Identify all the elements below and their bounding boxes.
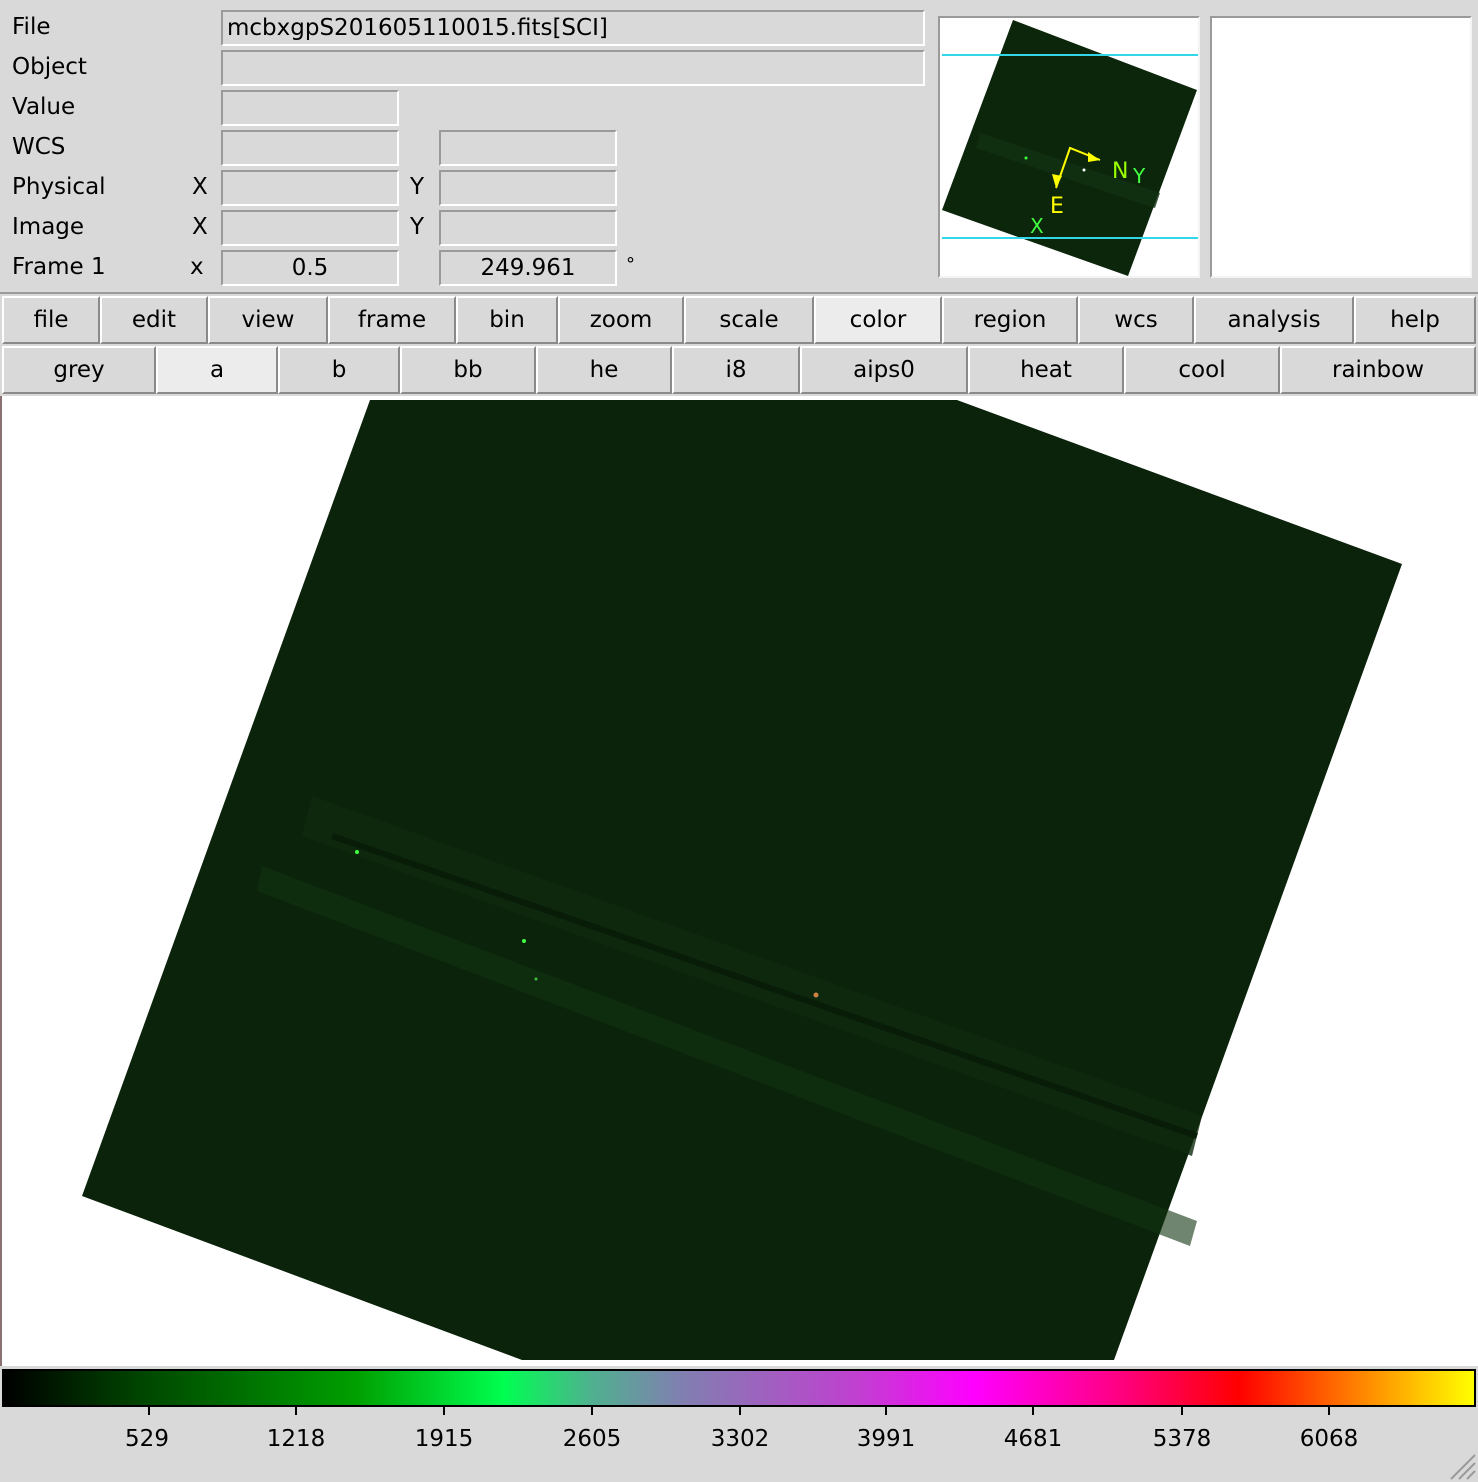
physical-label: Physical xyxy=(12,174,106,200)
physical-y-label: Y xyxy=(410,174,425,200)
physical-y-field xyxy=(439,170,617,206)
colormap-bar: grey a b bb he i8 aips0 heat cool rainbo… xyxy=(0,346,1478,394)
menu-help[interactable]: help xyxy=(1354,296,1476,344)
menu-frame[interactable]: frame xyxy=(328,296,456,344)
image-band xyxy=(302,796,1202,1156)
panner[interactable]: N E Y X xyxy=(938,16,1200,278)
file-name-field: mcbxgpS201605110015.fits[SCI] xyxy=(221,10,925,46)
colorbar-tick-label: 1915 xyxy=(414,1426,474,1452)
wcs-field-2 xyxy=(439,130,617,166)
physical-x-field xyxy=(221,170,399,206)
file-label: File xyxy=(12,14,51,40)
frame-angle-unit: ° xyxy=(626,254,635,275)
physical-x-label: X xyxy=(192,174,208,200)
menu-edit[interactable]: edit xyxy=(100,296,208,344)
value-label: Value xyxy=(12,94,76,120)
wcs-label: WCS xyxy=(12,134,66,160)
wcs-field-1 xyxy=(221,130,399,166)
colormap-aips0[interactable]: aips0 xyxy=(800,346,968,394)
compass-e-label: E xyxy=(1050,194,1064,219)
frame-label: Frame 1 xyxy=(12,254,106,280)
colorbar-tick-label: 4681 xyxy=(1003,1426,1063,1452)
frame-zoom-field: 0.5 xyxy=(221,250,399,286)
separator xyxy=(0,292,1478,294)
colormap-grey[interactable]: grey xyxy=(2,346,156,394)
menu-color[interactable]: color xyxy=(814,296,942,344)
value-field xyxy=(221,90,399,126)
colorbar-tick-label: 1218 xyxy=(266,1426,326,1452)
menu-wcs[interactable]: wcs xyxy=(1078,296,1194,344)
object-label: Object xyxy=(12,54,87,80)
object-field xyxy=(221,50,925,86)
frame-x-label: x xyxy=(190,254,204,280)
image-x-field xyxy=(221,210,399,246)
star-source-4 xyxy=(813,992,819,998)
colormap-rainbow[interactable]: rainbow xyxy=(1280,346,1476,394)
axis-y-label: Y xyxy=(1132,164,1146,188)
compass-icon xyxy=(1052,146,1101,189)
image-label: Image xyxy=(12,214,85,240)
image-y-field xyxy=(439,210,617,246)
star-source-3 xyxy=(534,977,538,981)
colorbar[interactable] xyxy=(2,1369,1476,1407)
panner-view[interactable]: N E Y X xyxy=(940,18,1198,276)
axis-x-label: X xyxy=(1030,214,1044,238)
colorbar-tick-label: 3302 xyxy=(710,1426,770,1452)
resize-grip-icon[interactable] xyxy=(1448,1452,1476,1480)
star-source-2 xyxy=(522,939,526,943)
image-data-region xyxy=(82,400,1402,1360)
frame-angle-field: 249.961 xyxy=(439,250,617,286)
image-frame[interactable] xyxy=(0,396,1478,1366)
fits-image[interactable] xyxy=(2,396,1478,1366)
colormap-i8[interactable]: i8 xyxy=(672,346,800,394)
image-x-label: X xyxy=(192,214,208,240)
colormap-heat[interactable]: heat xyxy=(968,346,1124,394)
menu-bar: file edit view frame bin zoom scale colo… xyxy=(0,296,1478,344)
menu-analysis[interactable]: analysis xyxy=(1194,296,1354,344)
menu-view[interactable]: view xyxy=(208,296,328,344)
star-source-1 xyxy=(355,850,359,854)
colormap-he[interactable]: he xyxy=(536,346,672,394)
menu-region[interactable]: region xyxy=(942,296,1078,344)
colorbar-tick-label: 5378 xyxy=(1152,1426,1212,1452)
colorbar-tick-label: 6068 xyxy=(1299,1426,1359,1452)
colormap-b[interactable]: b xyxy=(278,346,400,394)
menu-bin[interactable]: bin xyxy=(456,296,558,344)
magnifier xyxy=(1210,16,1472,278)
image-y-label: Y xyxy=(410,214,425,240)
colormap-bb[interactable]: bb xyxy=(400,346,536,394)
menu-zoom[interactable]: zoom xyxy=(558,296,684,344)
compass-n-label: N xyxy=(1112,159,1128,184)
menu-scale[interactable]: scale xyxy=(684,296,814,344)
colormap-cool[interactable]: cool xyxy=(1124,346,1280,394)
colorbar-tick-label: 3991 xyxy=(856,1426,916,1452)
colorbar-tick-label: 529 xyxy=(125,1426,169,1452)
colormap-a[interactable]: a xyxy=(156,346,278,394)
colorbar-tick-label: 2605 xyxy=(562,1426,622,1452)
menu-file[interactable]: file xyxy=(2,296,100,344)
